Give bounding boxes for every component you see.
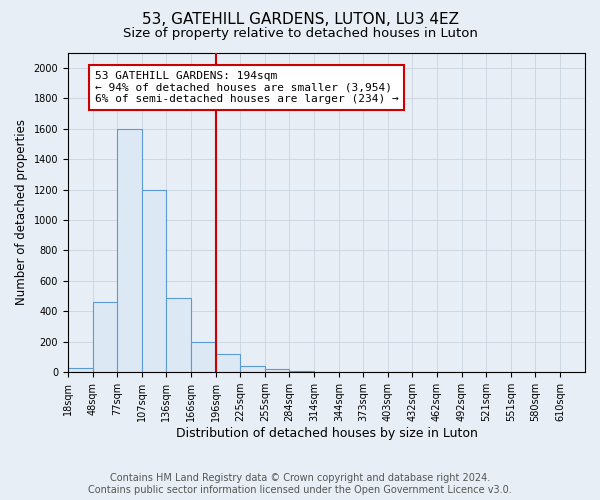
Text: Contains HM Land Registry data © Crown copyright and database right 2024.
Contai: Contains HM Land Registry data © Crown c… <box>88 474 512 495</box>
Bar <box>216 354 240 372</box>
Bar <box>68 368 93 372</box>
X-axis label: Distribution of detached houses by size in Luton: Distribution of detached houses by size … <box>176 427 478 440</box>
Bar <box>166 298 191 372</box>
Bar <box>142 190 166 372</box>
Text: Size of property relative to detached houses in Luton: Size of property relative to detached ho… <box>122 28 478 40</box>
Bar <box>117 128 142 372</box>
Bar <box>240 366 265 372</box>
Text: 53, GATEHILL GARDENS, LUTON, LU3 4EZ: 53, GATEHILL GARDENS, LUTON, LU3 4EZ <box>142 12 458 28</box>
Bar <box>289 370 314 372</box>
Bar <box>191 342 216 372</box>
Bar <box>265 369 289 372</box>
Text: 53 GATEHILL GARDENS: 194sqm
← 94% of detached houses are smaller (3,954)
6% of s: 53 GATEHILL GARDENS: 194sqm ← 94% of det… <box>95 71 398 104</box>
Bar <box>93 302 117 372</box>
Y-axis label: Number of detached properties: Number of detached properties <box>15 120 28 306</box>
